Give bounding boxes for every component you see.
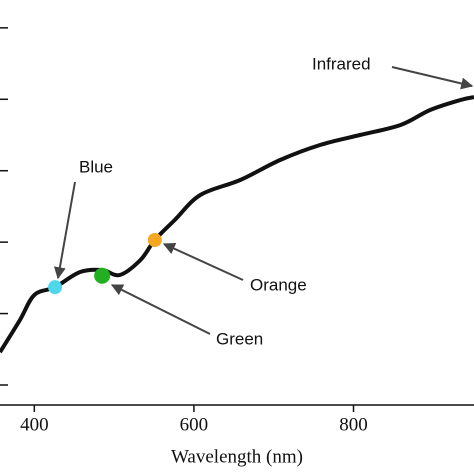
arrow <box>391 66 474 90</box>
x-axis-label: Wavelength (nm) <box>171 446 303 467</box>
arrows <box>53 66 474 335</box>
arrow <box>53 181 76 280</box>
annotation: Infrared <box>312 54 371 73</box>
x-tick-label: 800 <box>339 414 368 435</box>
arrow <box>110 284 211 335</box>
arrow <box>162 243 244 281</box>
point-marker <box>94 267 111 284</box>
point-marker <box>147 233 162 247</box>
x-tick-label: 400 <box>20 414 49 435</box>
data-line <box>0 95 474 354</box>
x-tick-label: 600 <box>180 414 209 435</box>
annotation: Orange <box>250 275 307 294</box>
annotation: Green <box>216 329 263 348</box>
annotation: Blue <box>79 157 113 176</box>
point-marker <box>48 280 63 295</box>
